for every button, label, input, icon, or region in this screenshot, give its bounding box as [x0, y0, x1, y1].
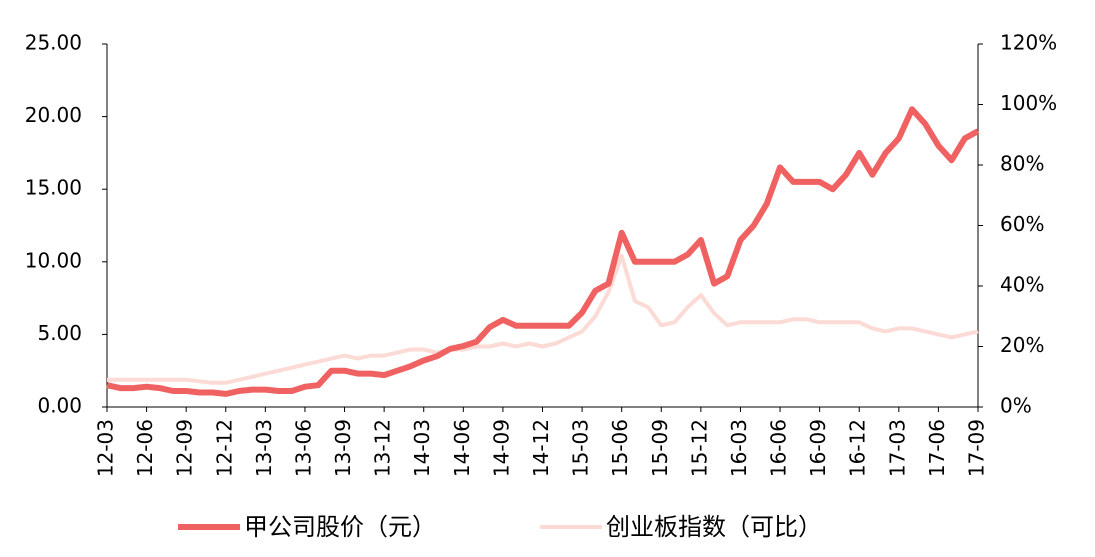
- x-tick-label: 15-09: [648, 419, 672, 477]
- y-tick-label: 10.00: [25, 248, 82, 272]
- x-tick-label: 16-06: [767, 419, 791, 477]
- x-tick-label: 17-06: [925, 419, 949, 477]
- x-tick-label: 16-09: [806, 419, 830, 477]
- x-tick-label: 14-12: [529, 419, 553, 477]
- x-tick-label: 14-03: [410, 419, 434, 477]
- y2-tick-label: 120%: [1000, 31, 1057, 55]
- x-tick-label: 13-09: [331, 419, 355, 477]
- y-tick-label: 0.00: [37, 394, 82, 418]
- x-tick-label: 15-12: [687, 419, 711, 477]
- y-tick-label: 5.00: [37, 321, 82, 345]
- y-tick-label: 15.00: [25, 176, 82, 200]
- y2-tick-label: 20%: [1000, 333, 1044, 357]
- x-tick-label: 15-03: [569, 419, 593, 477]
- x-tick-label: 12-12: [212, 419, 236, 477]
- y2-tick-label: 60%: [1000, 212, 1044, 236]
- y-tick-label: 25.00: [25, 31, 82, 55]
- legend-label: 创业板指数（可比）: [606, 513, 822, 541]
- series-line: [107, 253, 979, 385]
- series-line: [106, 106, 980, 397]
- x-tick-label: 13-03: [252, 419, 276, 477]
- x-tick-label: 15-06: [608, 419, 632, 477]
- x-tick-label: 14-06: [450, 419, 474, 477]
- x-tick-label: 14-09: [489, 419, 513, 477]
- x-tick-label: 16-12: [846, 419, 870, 477]
- y2-tick-label: 80%: [1000, 152, 1044, 176]
- legend-label: 甲公司股价（元）: [244, 513, 436, 541]
- y2-tick-label: 100%: [1000, 91, 1057, 115]
- x-tick-label: 17-03: [885, 419, 909, 477]
- x-tick-label: 13-12: [371, 419, 395, 477]
- x-tick-label: 12-06: [133, 419, 157, 477]
- y2-tick-label: 40%: [1000, 273, 1044, 297]
- x-tick-label: 12-03: [94, 419, 118, 477]
- y2-tick-label: 0%: [1000, 394, 1032, 418]
- y-tick-label: 20.00: [25, 103, 82, 127]
- x-tick-label: 17-09: [965, 419, 989, 477]
- x-tick-label: 12-09: [173, 419, 197, 477]
- x-tick-label: 13-06: [291, 419, 315, 477]
- x-tick-label: 16-03: [727, 419, 751, 477]
